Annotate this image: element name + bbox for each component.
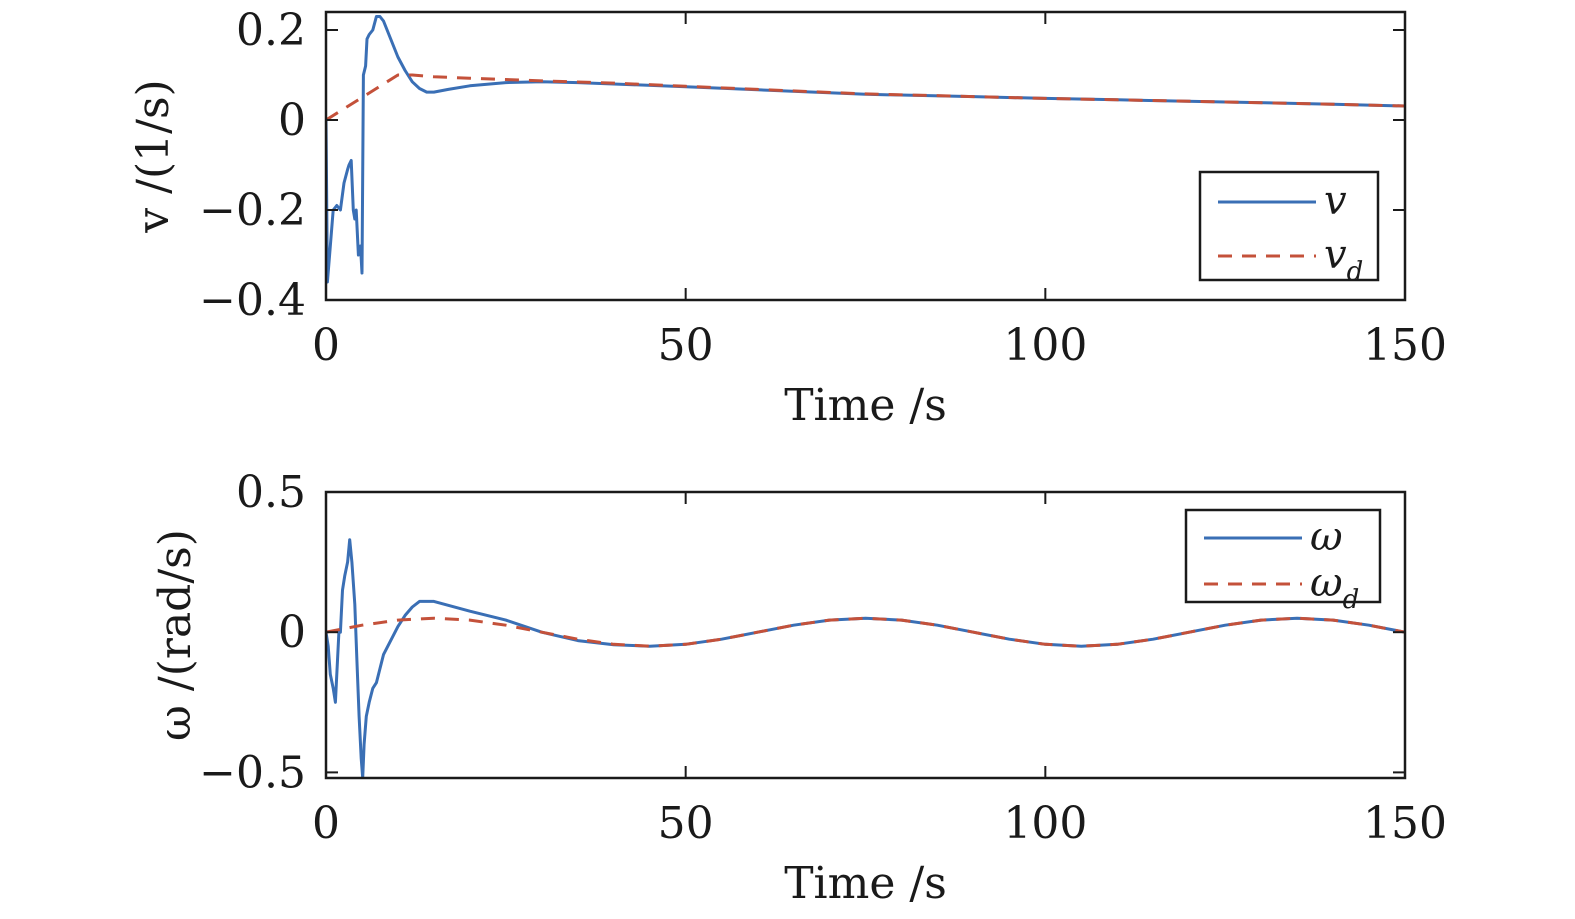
series-line-ω-d — [326, 616, 1405, 648]
y-axis-label: ω /(rad/s) — [150, 529, 201, 741]
x-axis-label: Time /s — [784, 858, 947, 909]
y-tick-label: 0.2 — [236, 5, 306, 56]
x-tick-label: 50 — [658, 798, 714, 849]
y-tick-label: −0.4 — [199, 275, 306, 326]
y-tick-label: 0 — [278, 95, 306, 146]
legend-label-v: v — [1324, 178, 1347, 224]
x-tick-label: 0 — [312, 320, 340, 371]
y-tick-label: 0.5 — [236, 467, 306, 518]
legend-box — [1184, 508, 1382, 604]
x-tick-label: 150 — [1363, 798, 1447, 849]
legend-box — [1198, 170, 1380, 282]
chart-1: 0 50 100 150 −0.4 −0.2 0 0.2 Time /s v /(1/s) v vd — [128, 5, 1447, 431]
y-tick-label: −0.2 — [199, 185, 306, 236]
legend-label-ω: ω — [1310, 514, 1343, 560]
x-axis-label: Time /s — [784, 380, 947, 431]
x-tick-label: 100 — [1003, 798, 1087, 849]
x-tick-label: 100 — [1003, 320, 1087, 371]
y-tick-label: −0.5 — [199, 747, 306, 798]
legend-label-v-d: vd — [1324, 232, 1363, 287]
plot-frame — [324, 10, 1407, 302]
plot-frame — [324, 490, 1407, 780]
x-tick-label: 0 — [312, 798, 340, 849]
y-tick-label: 0 — [278, 607, 306, 658]
legend: ωωd — [1184, 508, 1382, 615]
y-axis-label: v /(1/s) — [128, 79, 179, 233]
legend-label-ω-d: ωd — [1310, 560, 1359, 615]
x-tick-label: 50 — [658, 320, 714, 371]
x-tick-label: 150 — [1363, 320, 1447, 371]
legend: v vd — [1198, 170, 1380, 287]
series-line-v-d — [326, 73, 1405, 122]
